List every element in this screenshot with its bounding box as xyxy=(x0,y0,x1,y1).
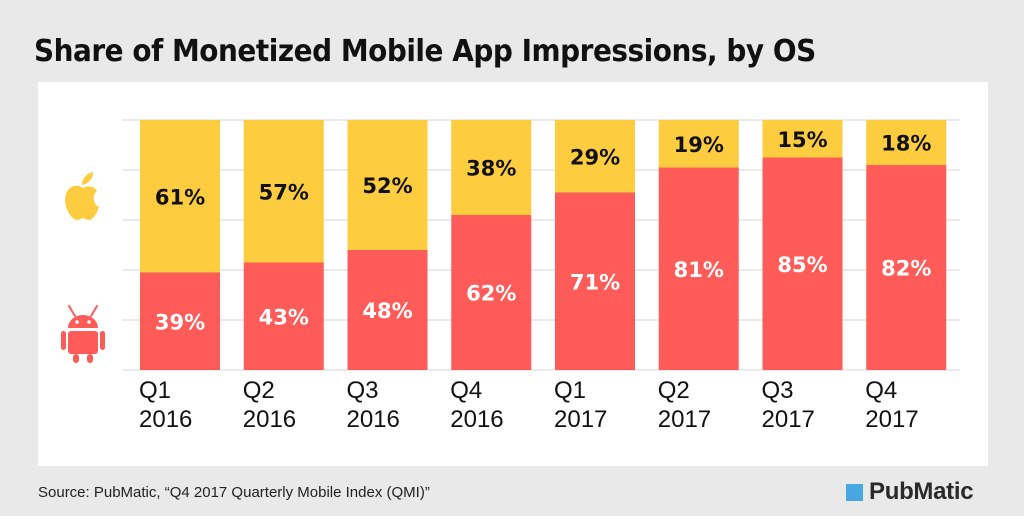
x-tick-label-2-0: Q3 xyxy=(347,377,379,404)
pubmatic-logo: PubMatic xyxy=(846,478,974,506)
source-note: Source: PubMatic, “Q4 2017 Quarterly Mob… xyxy=(38,484,430,501)
chart: 39%61%Q1201643%57%Q2201648%52%Q3201662%3… xyxy=(61,119,960,433)
ios-value-label-2: 52% xyxy=(362,174,412,198)
ios-bar-5 xyxy=(658,120,739,168)
android-value-label-0: 39% xyxy=(155,310,205,334)
apple-icon xyxy=(65,172,99,220)
android-bar-2 xyxy=(347,250,428,370)
x-tick-label-1-0: Q2 xyxy=(243,377,275,404)
x-tick-label-3-1: 2016 xyxy=(450,406,503,433)
ios-value-label-1: 57% xyxy=(259,180,309,204)
android-value-label-5: 81% xyxy=(674,258,724,282)
x-tick-label-2-1: 2016 xyxy=(347,406,400,433)
bars-layer xyxy=(140,120,947,370)
ios-value-label-4: 29% xyxy=(570,145,620,169)
x-tick-label-4-1: 2017 xyxy=(554,406,607,433)
x-tick-label-7-0: Q4 xyxy=(865,377,897,404)
labels-layer: 39%61%Q1201643%57%Q2201648%52%Q3201662%3… xyxy=(139,128,931,433)
android-bar-1 xyxy=(243,262,324,370)
ios-value-label-7: 18% xyxy=(881,132,931,156)
ios-value-label-0: 61% xyxy=(155,185,205,209)
ios-value-label-6: 15% xyxy=(777,128,827,152)
x-tick-label-5-1: 2017 xyxy=(658,406,711,433)
brand-name: PubMatic xyxy=(869,478,974,505)
chart-title: Share of Monetized Mobile App Impression… xyxy=(34,34,816,69)
android-bar-3 xyxy=(451,215,532,370)
logo-square-icon xyxy=(846,483,863,501)
android-icon xyxy=(61,305,105,363)
ios-value-label-3: 38% xyxy=(466,157,516,181)
ios-bar-4 xyxy=(555,120,635,193)
x-tick-label-6-1: 2017 xyxy=(762,406,815,433)
x-tick-label-4-0: Q1 xyxy=(554,377,586,404)
android-bar-5 xyxy=(658,167,739,370)
x-tick-label-7-1: 2017 xyxy=(865,406,918,433)
android-value-label-4: 71% xyxy=(570,270,620,294)
ios-bar-0 xyxy=(140,120,220,273)
android-bar-4 xyxy=(555,192,635,370)
ios-bar-6 xyxy=(762,120,843,158)
ios-bar-3 xyxy=(451,120,532,215)
x-tick-label-0-0: Q1 xyxy=(139,377,171,404)
android-value-label-2: 48% xyxy=(362,299,412,323)
ios-bar-1 xyxy=(243,120,324,263)
ios-value-label-5: 19% xyxy=(674,133,724,157)
ios-bar-7 xyxy=(866,120,947,165)
android-value-label-3: 62% xyxy=(466,282,516,306)
android-value-label-7: 82% xyxy=(881,257,931,281)
x-tick-label-1-1: 2016 xyxy=(243,406,296,433)
x-tick-label-0-1: 2016 xyxy=(139,406,192,433)
android-bar-0 xyxy=(140,272,220,370)
x-tick-label-3-0: Q4 xyxy=(450,377,482,404)
android-value-label-1: 43% xyxy=(259,305,309,329)
chart-panel: 39% 61% Q1 2016 43% 57% Q2 2016 48% 52% Q3 2016 62% 3… xyxy=(38,82,988,466)
android-bar-7 xyxy=(866,165,947,370)
android-value-label-6: 85% xyxy=(777,253,827,277)
android-bar-6 xyxy=(762,157,843,370)
ios-bar-2 xyxy=(347,120,428,250)
x-tick-label-5-0: Q2 xyxy=(658,377,690,404)
x-tick-label-6-0: Q3 xyxy=(762,377,794,404)
